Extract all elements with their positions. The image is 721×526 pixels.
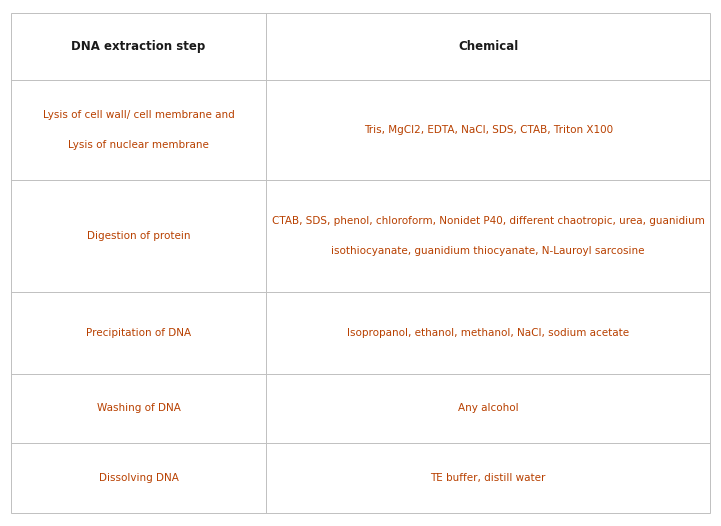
Text: Digestion of protein: Digestion of protein [87,231,190,241]
Text: Tris, MgCl2, EDTA, NaCl, SDS, CTAB, Triton X100: Tris, MgCl2, EDTA, NaCl, SDS, CTAB, Trit… [363,125,613,135]
Text: Chemical: Chemical [458,40,518,53]
Text: Washing of DNA: Washing of DNA [97,403,180,413]
Text: TE buffer, distill water: TE buffer, distill water [430,473,546,483]
Text: Isopropanol, ethanol, methanol, NaCl, sodium acetate: Isopropanol, ethanol, methanol, NaCl, so… [347,328,629,338]
Text: Lysis of cell wall/ cell membrane and

Lysis of nuclear membrane: Lysis of cell wall/ cell membrane and Ly… [43,110,234,149]
Text: Precipitation of DNA: Precipitation of DNA [86,328,191,338]
Text: Any alcohol: Any alcohol [458,403,518,413]
Text: CTAB, SDS, phenol, chloroform, Nonidet P40, different chaotropic, urea, guanidiu: CTAB, SDS, phenol, chloroform, Nonidet P… [272,216,704,256]
Text: DNA extraction step: DNA extraction step [71,40,205,53]
Text: Dissolving DNA: Dissolving DNA [99,473,178,483]
